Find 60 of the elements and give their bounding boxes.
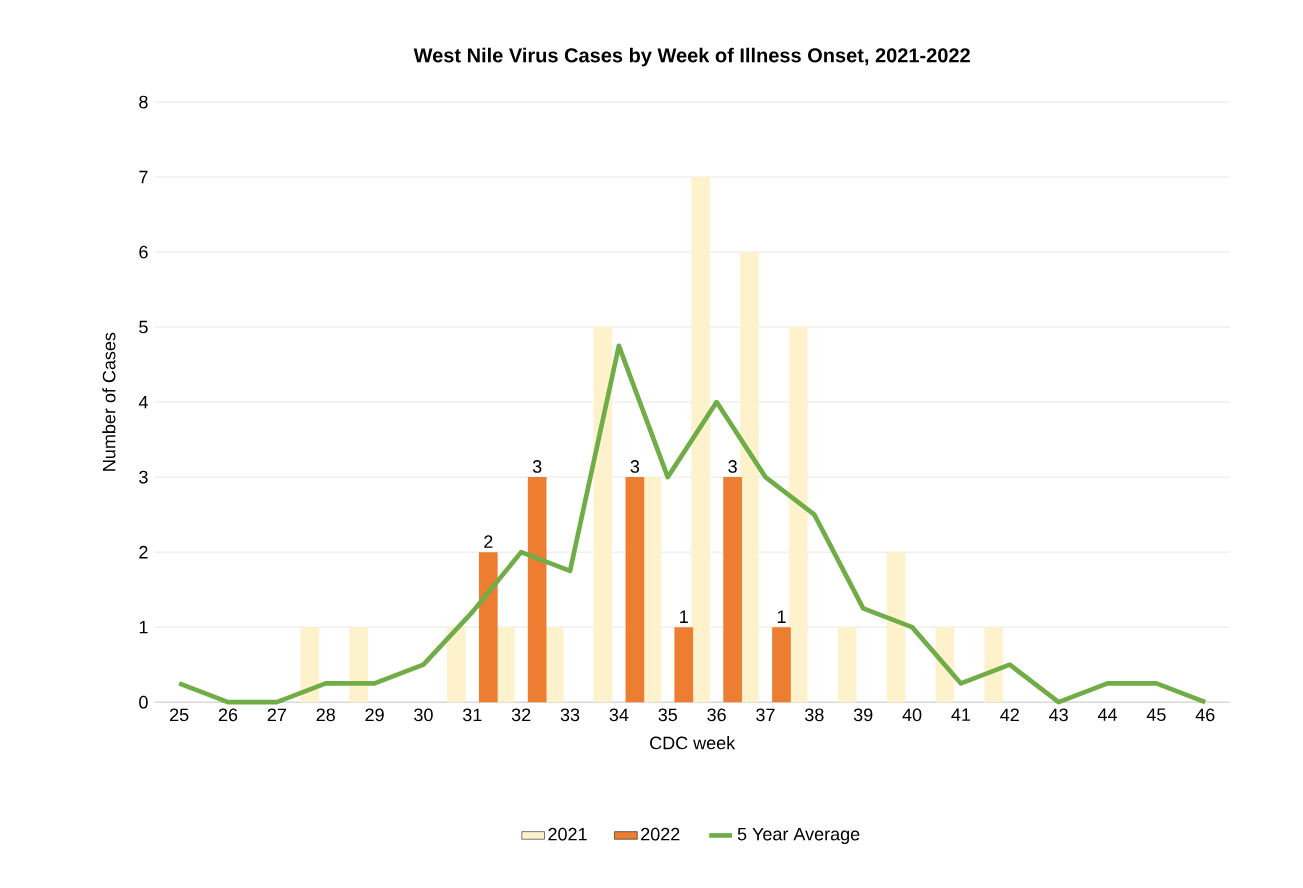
x-tick-label: 35 (658, 708, 678, 722)
data-label: 3 (532, 459, 542, 473)
y-tick-label: 1 (139, 620, 148, 634)
data-label: 3 (630, 459, 640, 473)
bar (478, 552, 498, 703)
bar (527, 477, 547, 703)
x-tick-label: 45 (1146, 708, 1166, 721)
x-tick-label: 42 (1000, 708, 1019, 721)
y-axis-title: Number of Cases (102, 332, 116, 471)
bar (789, 326, 808, 703)
bar (984, 627, 1004, 703)
x-tick-label: 27 (267, 708, 286, 721)
data-label: 3 (728, 459, 737, 473)
legend-label: 5 Year Average (737, 827, 860, 844)
legend-label: 2021 (548, 827, 587, 841)
x-tick-label: 39 (853, 708, 873, 722)
data-label: 1 (680, 610, 688, 623)
x-axis-title: CDC week (650, 736, 736, 750)
bar (300, 627, 320, 703)
bar (593, 326, 613, 703)
bar (625, 477, 645, 703)
x-tick-label: 38 (805, 708, 824, 722)
x-tick-label: 30 (414, 708, 433, 722)
bar (886, 552, 906, 703)
x-tick-label: 41 (951, 708, 971, 721)
y-tick-label: 3 (139, 470, 148, 484)
x-tick-label: 43 (1049, 708, 1068, 722)
bar (674, 627, 694, 703)
x-tick-label: 40 (902, 708, 922, 722)
y-tick-label: 8 (139, 95, 148, 109)
line-series (176, 343, 1208, 705)
x-tick-label: 26 (218, 708, 238, 722)
y-tick-label: 7 (139, 170, 148, 184)
bar (349, 627, 368, 703)
x-tick-label: 37 (756, 708, 775, 722)
x-tick-label: 31 (462, 708, 482, 722)
bar (837, 627, 857, 703)
x-tick-label: 46 (1195, 708, 1215, 722)
y-tick-label: 5 (139, 320, 148, 334)
legend-label: 2022 (641, 827, 680, 841)
y-tick-label: 2 (139, 545, 148, 559)
x-tick-label: 32 (511, 708, 531, 722)
bar (723, 477, 742, 703)
bar (772, 627, 791, 703)
x-tick-label: 33 (560, 708, 580, 722)
bar (446, 627, 466, 703)
x-tick-label: 29 (365, 708, 384, 722)
data-label: 1 (777, 610, 786, 623)
bar (691, 176, 710, 703)
bar (740, 251, 759, 703)
x-tick-label: 28 (316, 708, 335, 722)
y-tick-label: 6 (139, 245, 148, 259)
x-tick-label: 25 (170, 708, 189, 722)
x-tick-label: 44 (1097, 708, 1117, 721)
x-tick-label: 36 (707, 708, 726, 722)
x-tick-label: 34 (609, 708, 629, 722)
chart-title: West Nile Virus Cases by Week of Illness Onset, 2021-2022 (413, 47, 970, 67)
y-tick-label: 4 (138, 395, 148, 409)
data-label: 2 (484, 535, 493, 548)
y-tick-label: 0 (139, 695, 148, 709)
